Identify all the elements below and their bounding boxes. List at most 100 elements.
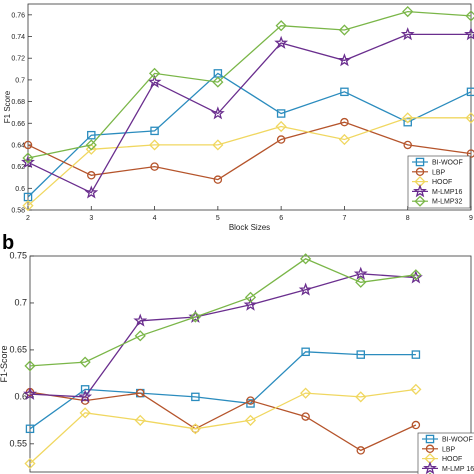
series-lbp <box>25 387 421 455</box>
data-point <box>246 396 255 405</box>
data-point <box>244 414 257 426</box>
legend-label-m-lmp-16: M-LMP 16 <box>442 466 474 473</box>
series-hoof <box>24 383 422 470</box>
data-point <box>464 27 474 41</box>
data-point <box>411 350 421 359</box>
x-tick-label: 7 <box>342 215 346 222</box>
legend-label-lbp: LBP <box>442 446 456 453</box>
legend: BI-WOOF LBP HOOF M-LMP16 M-LMP32 <box>407 155 471 209</box>
data-point <box>466 87 474 97</box>
data-point <box>338 133 351 146</box>
data-point <box>243 297 258 311</box>
data-point <box>275 20 287 32</box>
legend-swatch-marker <box>413 184 427 198</box>
data-point <box>465 112 474 124</box>
y-tick-label: 0.75 <box>9 251 27 261</box>
series-m-lmp-16 <box>23 266 423 403</box>
data-point <box>191 392 200 402</box>
legend-label-bi-woof: BI-WOOF <box>432 160 463 167</box>
legend-swatch-marker <box>414 195 426 207</box>
data-point <box>212 76 224 88</box>
legend-label-lbp: LBP <box>432 169 446 176</box>
plot-frame <box>27 3 472 211</box>
data-point <box>246 399 255 408</box>
y-tick-label: 0.66 <box>11 121 25 128</box>
plot-frame <box>29 255 472 473</box>
data-point <box>135 388 145 398</box>
y-tick-label: 0.6 <box>15 186 25 193</box>
data-point <box>212 139 224 151</box>
series-line <box>29 391 417 452</box>
x-tick-label: 9 <box>469 215 473 222</box>
series-bi-woof <box>23 69 474 202</box>
x-tick-label: 2 <box>26 215 30 222</box>
data-point <box>148 139 161 151</box>
data-point <box>276 109 286 118</box>
data-point <box>133 313 148 327</box>
series-hoof <box>22 112 474 212</box>
data-point <box>355 391 367 403</box>
data-point <box>355 276 367 288</box>
data-point <box>400 27 415 41</box>
series-line <box>27 117 471 207</box>
data-point <box>300 387 312 399</box>
series-line <box>27 33 471 194</box>
data-point <box>147 74 162 88</box>
y-tick-label: 0.7 <box>14 297 27 307</box>
data-point <box>411 420 421 430</box>
data-point <box>24 457 36 470</box>
y-tick-label: 0.65 <box>9 344 27 354</box>
legend-swatch-marker <box>415 167 425 177</box>
data-point <box>340 87 349 97</box>
data-point <box>402 5 414 18</box>
data-point <box>79 407 91 419</box>
legend-swatch-marker <box>415 157 425 167</box>
data-point <box>402 112 414 124</box>
data-point <box>274 35 289 49</box>
data-point <box>403 140 412 150</box>
data-point <box>275 120 287 133</box>
data-point <box>79 356 91 368</box>
legend-label-m-lmp16: M-LMP16 <box>432 189 462 196</box>
data-point <box>301 412 310 421</box>
x-axis-label: Block Sizes <box>229 223 270 232</box>
data-point <box>22 200 34 212</box>
data-point <box>189 311 201 323</box>
data-point <box>410 269 422 281</box>
data-point <box>87 130 96 140</box>
y-tick-label: 0.58 <box>11 208 25 215</box>
data-point <box>134 330 146 342</box>
series-m-lmp16 <box>21 27 474 199</box>
legend-swatch-marker <box>423 461 437 474</box>
y-axis-label: F1 Score <box>3 90 12 123</box>
x-tick-label: 5 <box>216 215 220 222</box>
data-point <box>85 139 97 151</box>
data-point <box>22 152 34 164</box>
data-point <box>465 10 474 22</box>
data-point <box>276 135 286 144</box>
panel-a-chart: 0.58 0.6 0.62 0.64 0.66 0.68 0.7 0.72 0.74 0.76 2 3… <box>3 3 474 232</box>
x-tick-label: 3 <box>89 215 93 222</box>
series-line <box>29 351 416 430</box>
series-m-lmp32 <box>22 5 474 164</box>
y-tick-label: 0.76 <box>11 12 25 19</box>
data-point <box>25 424 35 434</box>
legend-label-bi-woof: BI-WOOF <box>442 437 473 444</box>
data-point <box>338 24 351 36</box>
data-point <box>148 67 161 79</box>
legend-swatch-marker <box>425 434 435 444</box>
x-tick-label: 4 <box>153 215 157 222</box>
y-tick-label: 0.64 <box>11 142 25 149</box>
data-point <box>87 171 96 180</box>
legend-swatch-marker <box>425 444 435 454</box>
series-line <box>29 258 416 367</box>
data-point <box>134 414 146 426</box>
series-line <box>29 273 416 398</box>
y-tick-label: 0.74 <box>11 34 25 41</box>
data-point <box>340 117 349 127</box>
y-tick-label: 0.68 <box>11 99 25 106</box>
series-line <box>27 72 472 198</box>
data-point <box>189 423 201 435</box>
